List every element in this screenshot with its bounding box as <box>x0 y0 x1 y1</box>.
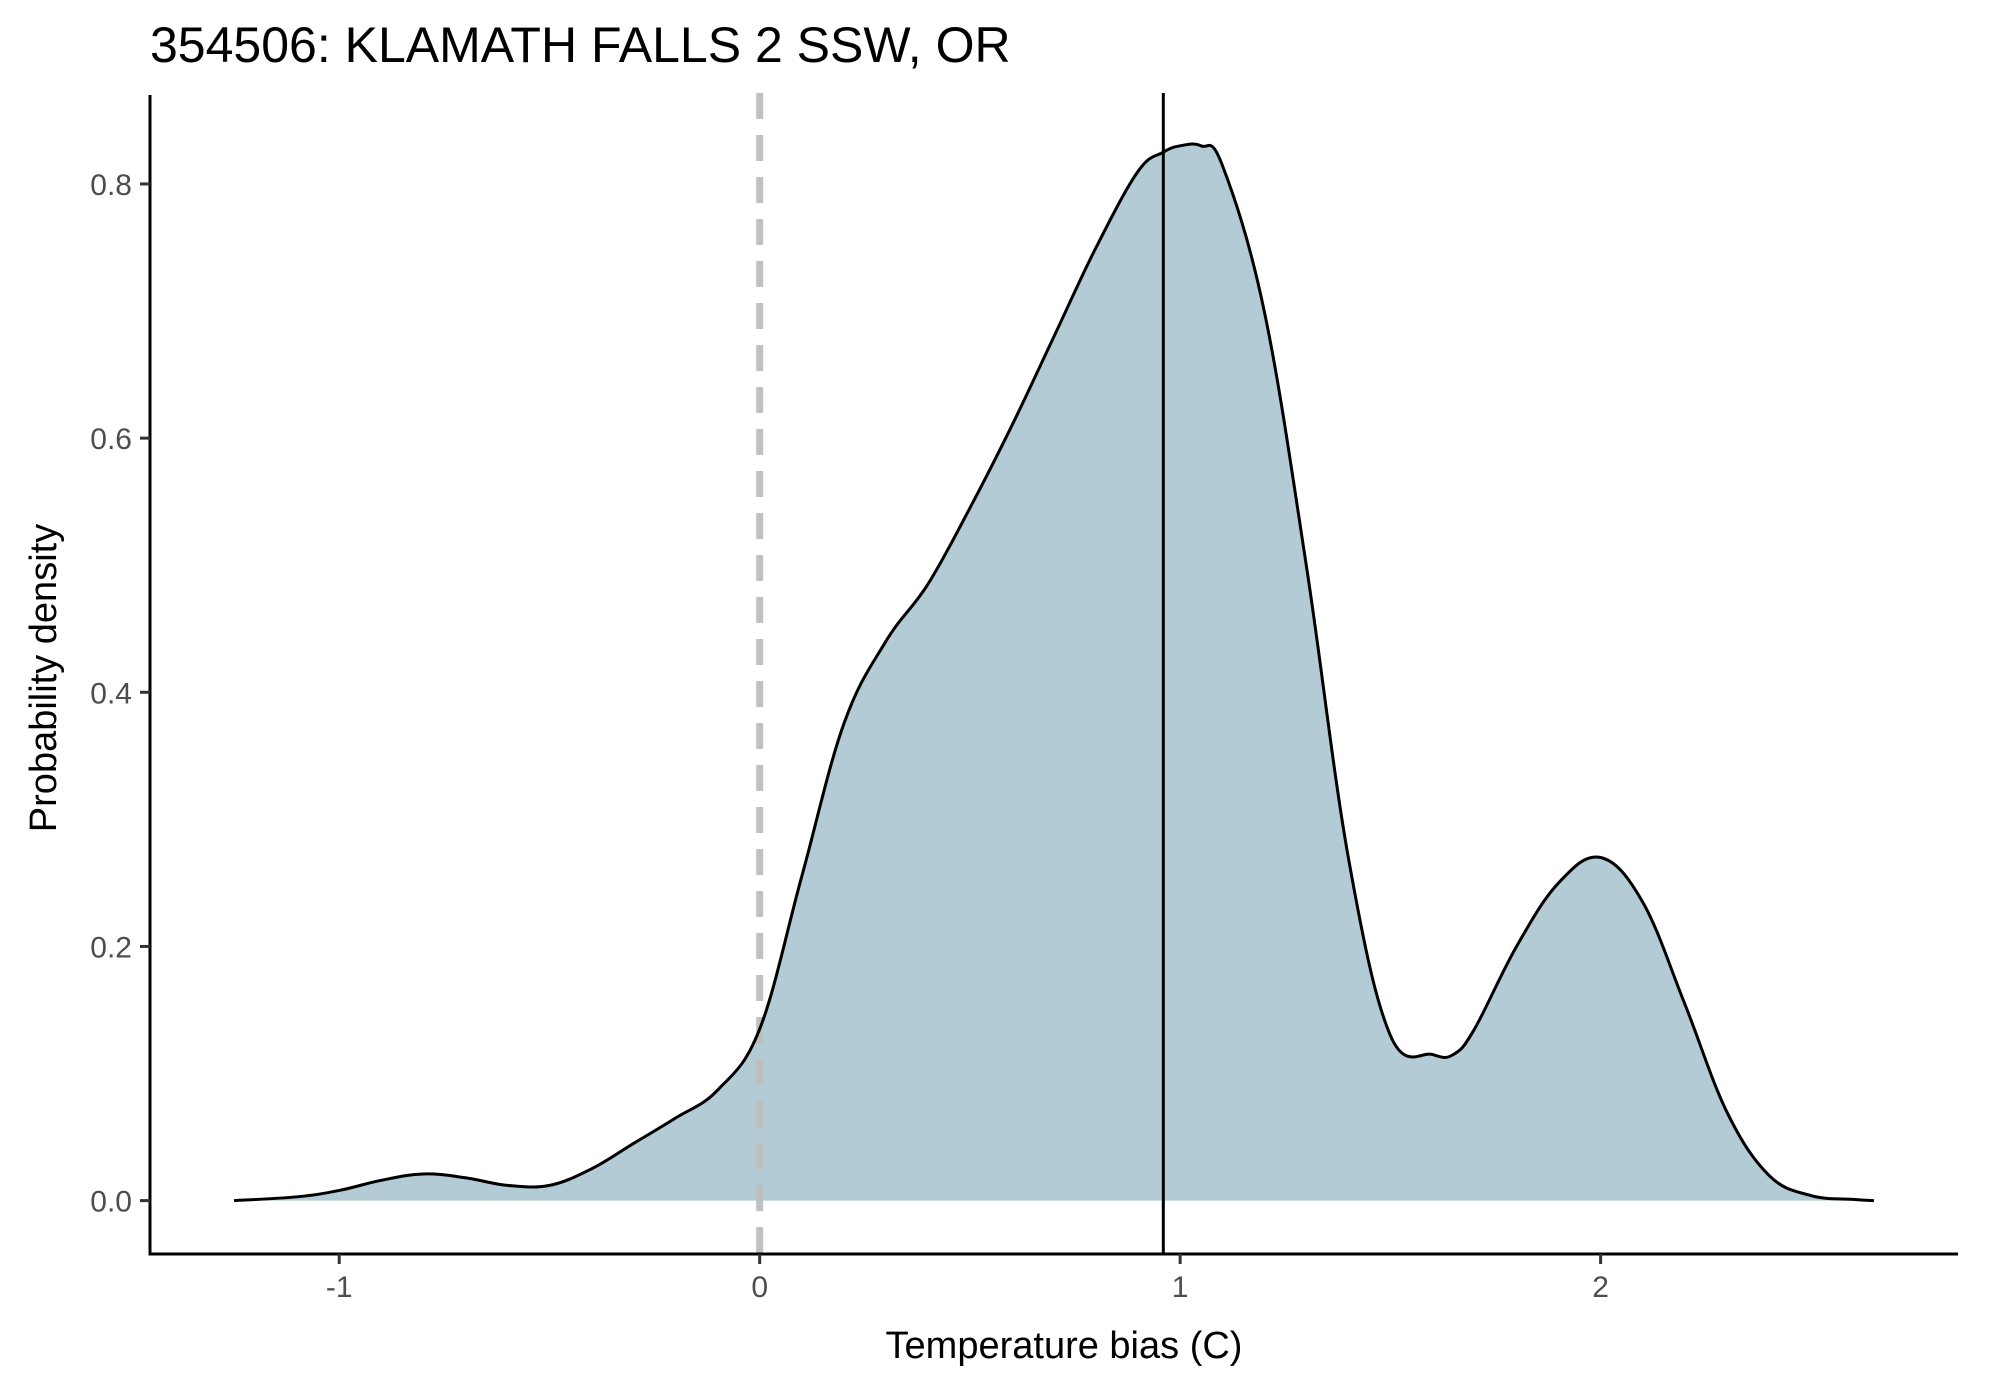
y-tick-label: 0.8 <box>90 169 132 202</box>
y-ticks: 0.0 0.2 0.4 0.6 0.8 <box>90 169 150 1219</box>
x-tick-label: 0 <box>751 1271 768 1304</box>
x-tick-label: -1 <box>326 1271 353 1304</box>
x-tick-label: 2 <box>1592 1271 1609 1304</box>
y-tick-label: 0.2 <box>90 931 132 964</box>
axes: -1 0 1 2 0.0 0.2 0.4 0.6 0.8 <box>90 95 1958 1304</box>
density-area <box>234 144 1874 1201</box>
y-tick-label: 0.6 <box>90 423 132 456</box>
x-axis-title: Temperature bias (C) <box>886 1325 1243 1367</box>
density-line <box>233 142 1875 1203</box>
y-tick-label: 0.4 <box>90 677 132 710</box>
y-axis-title: Probability density <box>23 524 65 832</box>
x-tick-label: 1 <box>1172 1271 1189 1304</box>
x-ticks: -1 0 1 2 <box>326 1254 1609 1304</box>
y-tick-label: 0.0 <box>90 1186 132 1219</box>
chart-title: 354506: KLAMATH FALLS 2 SSW, OR <box>150 17 1011 73</box>
plot-area <box>233 93 1875 1254</box>
